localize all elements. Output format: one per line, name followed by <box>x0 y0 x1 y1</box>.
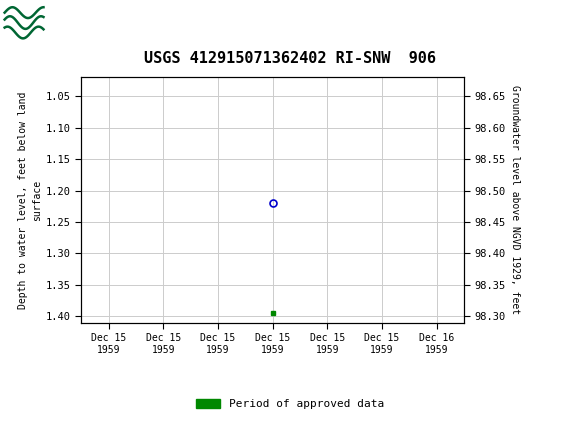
FancyBboxPatch shape <box>3 3 78 42</box>
Y-axis label: Groundwater level above NGVD 1929, feet: Groundwater level above NGVD 1929, feet <box>510 86 520 314</box>
Y-axis label: Depth to water level, feet below land
surface: Depth to water level, feet below land su… <box>17 91 42 309</box>
Text: USGS 412915071362402 RI-SNW  906: USGS 412915071362402 RI-SNW 906 <box>144 51 436 65</box>
Text: USGS: USGS <box>52 14 107 31</box>
Legend: Period of approved data: Period of approved data <box>191 395 389 414</box>
